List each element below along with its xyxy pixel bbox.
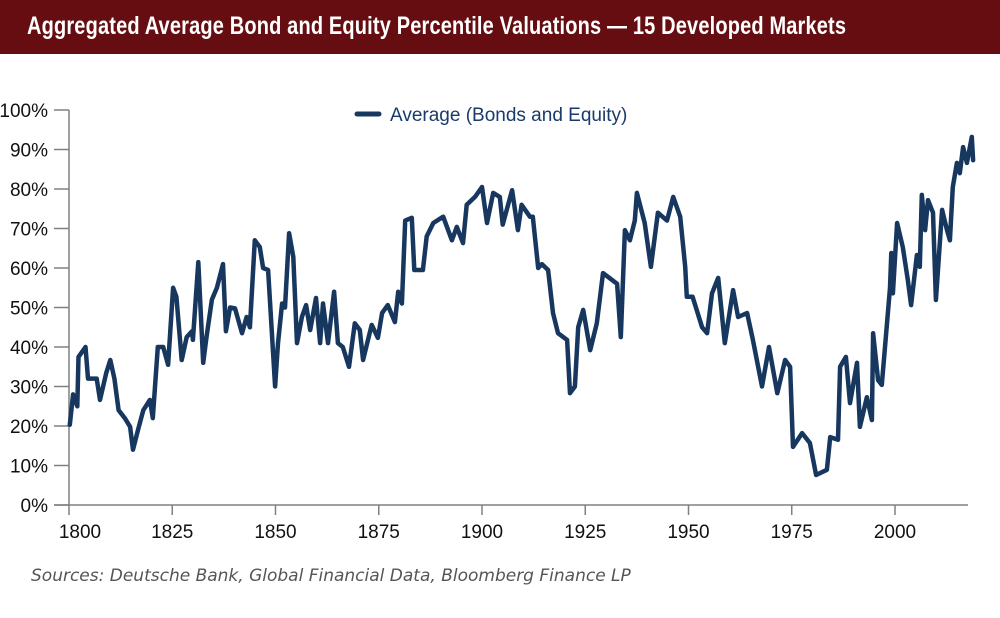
- x-tick-label: 1900: [461, 522, 503, 543]
- y-tick-label: 100%: [0, 101, 48, 122]
- x-tick-label: 1875: [358, 522, 400, 543]
- y-tick-label: 70%: [10, 220, 48, 241]
- x-tick-label: 2000: [874, 522, 916, 543]
- chart-title: Aggregated Average Bond and Equity Perce…: [27, 12, 847, 40]
- y-axis: 0% 10% 20% 30% 40% 50% 60% 70% 80% 90% 100%: [0, 101, 69, 517]
- y-tick-label: 0%: [21, 496, 49, 517]
- y-tick-label: 40%: [10, 338, 48, 359]
- y-tick-label: 80%: [10, 180, 48, 201]
- x-tick-label: 1825: [151, 522, 193, 543]
- y-tick-label: 20%: [10, 417, 48, 438]
- series-line-average: [67, 134, 976, 478]
- y-tick-label: 30%: [10, 378, 48, 399]
- x-tick-label: 1950: [667, 522, 709, 543]
- x-tick-label: 1925: [564, 522, 606, 543]
- x-axis: 1800 1825 1850 1875 1900 1925 1950 1975 2000: [59, 505, 916, 543]
- source-note: Sources: Deutsche Bank, Global Financial…: [31, 566, 631, 586]
- legend-label: Average (Bonds and Equity): [390, 105, 627, 126]
- y-tick-label: 60%: [10, 259, 48, 280]
- x-tick-label: 1975: [771, 522, 813, 543]
- y-tick-label: 50%: [10, 299, 48, 320]
- y-tick-label: 90%: [10, 141, 48, 162]
- x-tick-label: 1850: [254, 522, 296, 543]
- legend: Average (Bonds and Equity): [354, 105, 627, 126]
- x-tick-label: 1800: [59, 522, 101, 543]
- y-tick-label: 10%: [10, 457, 48, 478]
- title-bar: Aggregated Average Bond and Equity Perce…: [0, 0, 1000, 54]
